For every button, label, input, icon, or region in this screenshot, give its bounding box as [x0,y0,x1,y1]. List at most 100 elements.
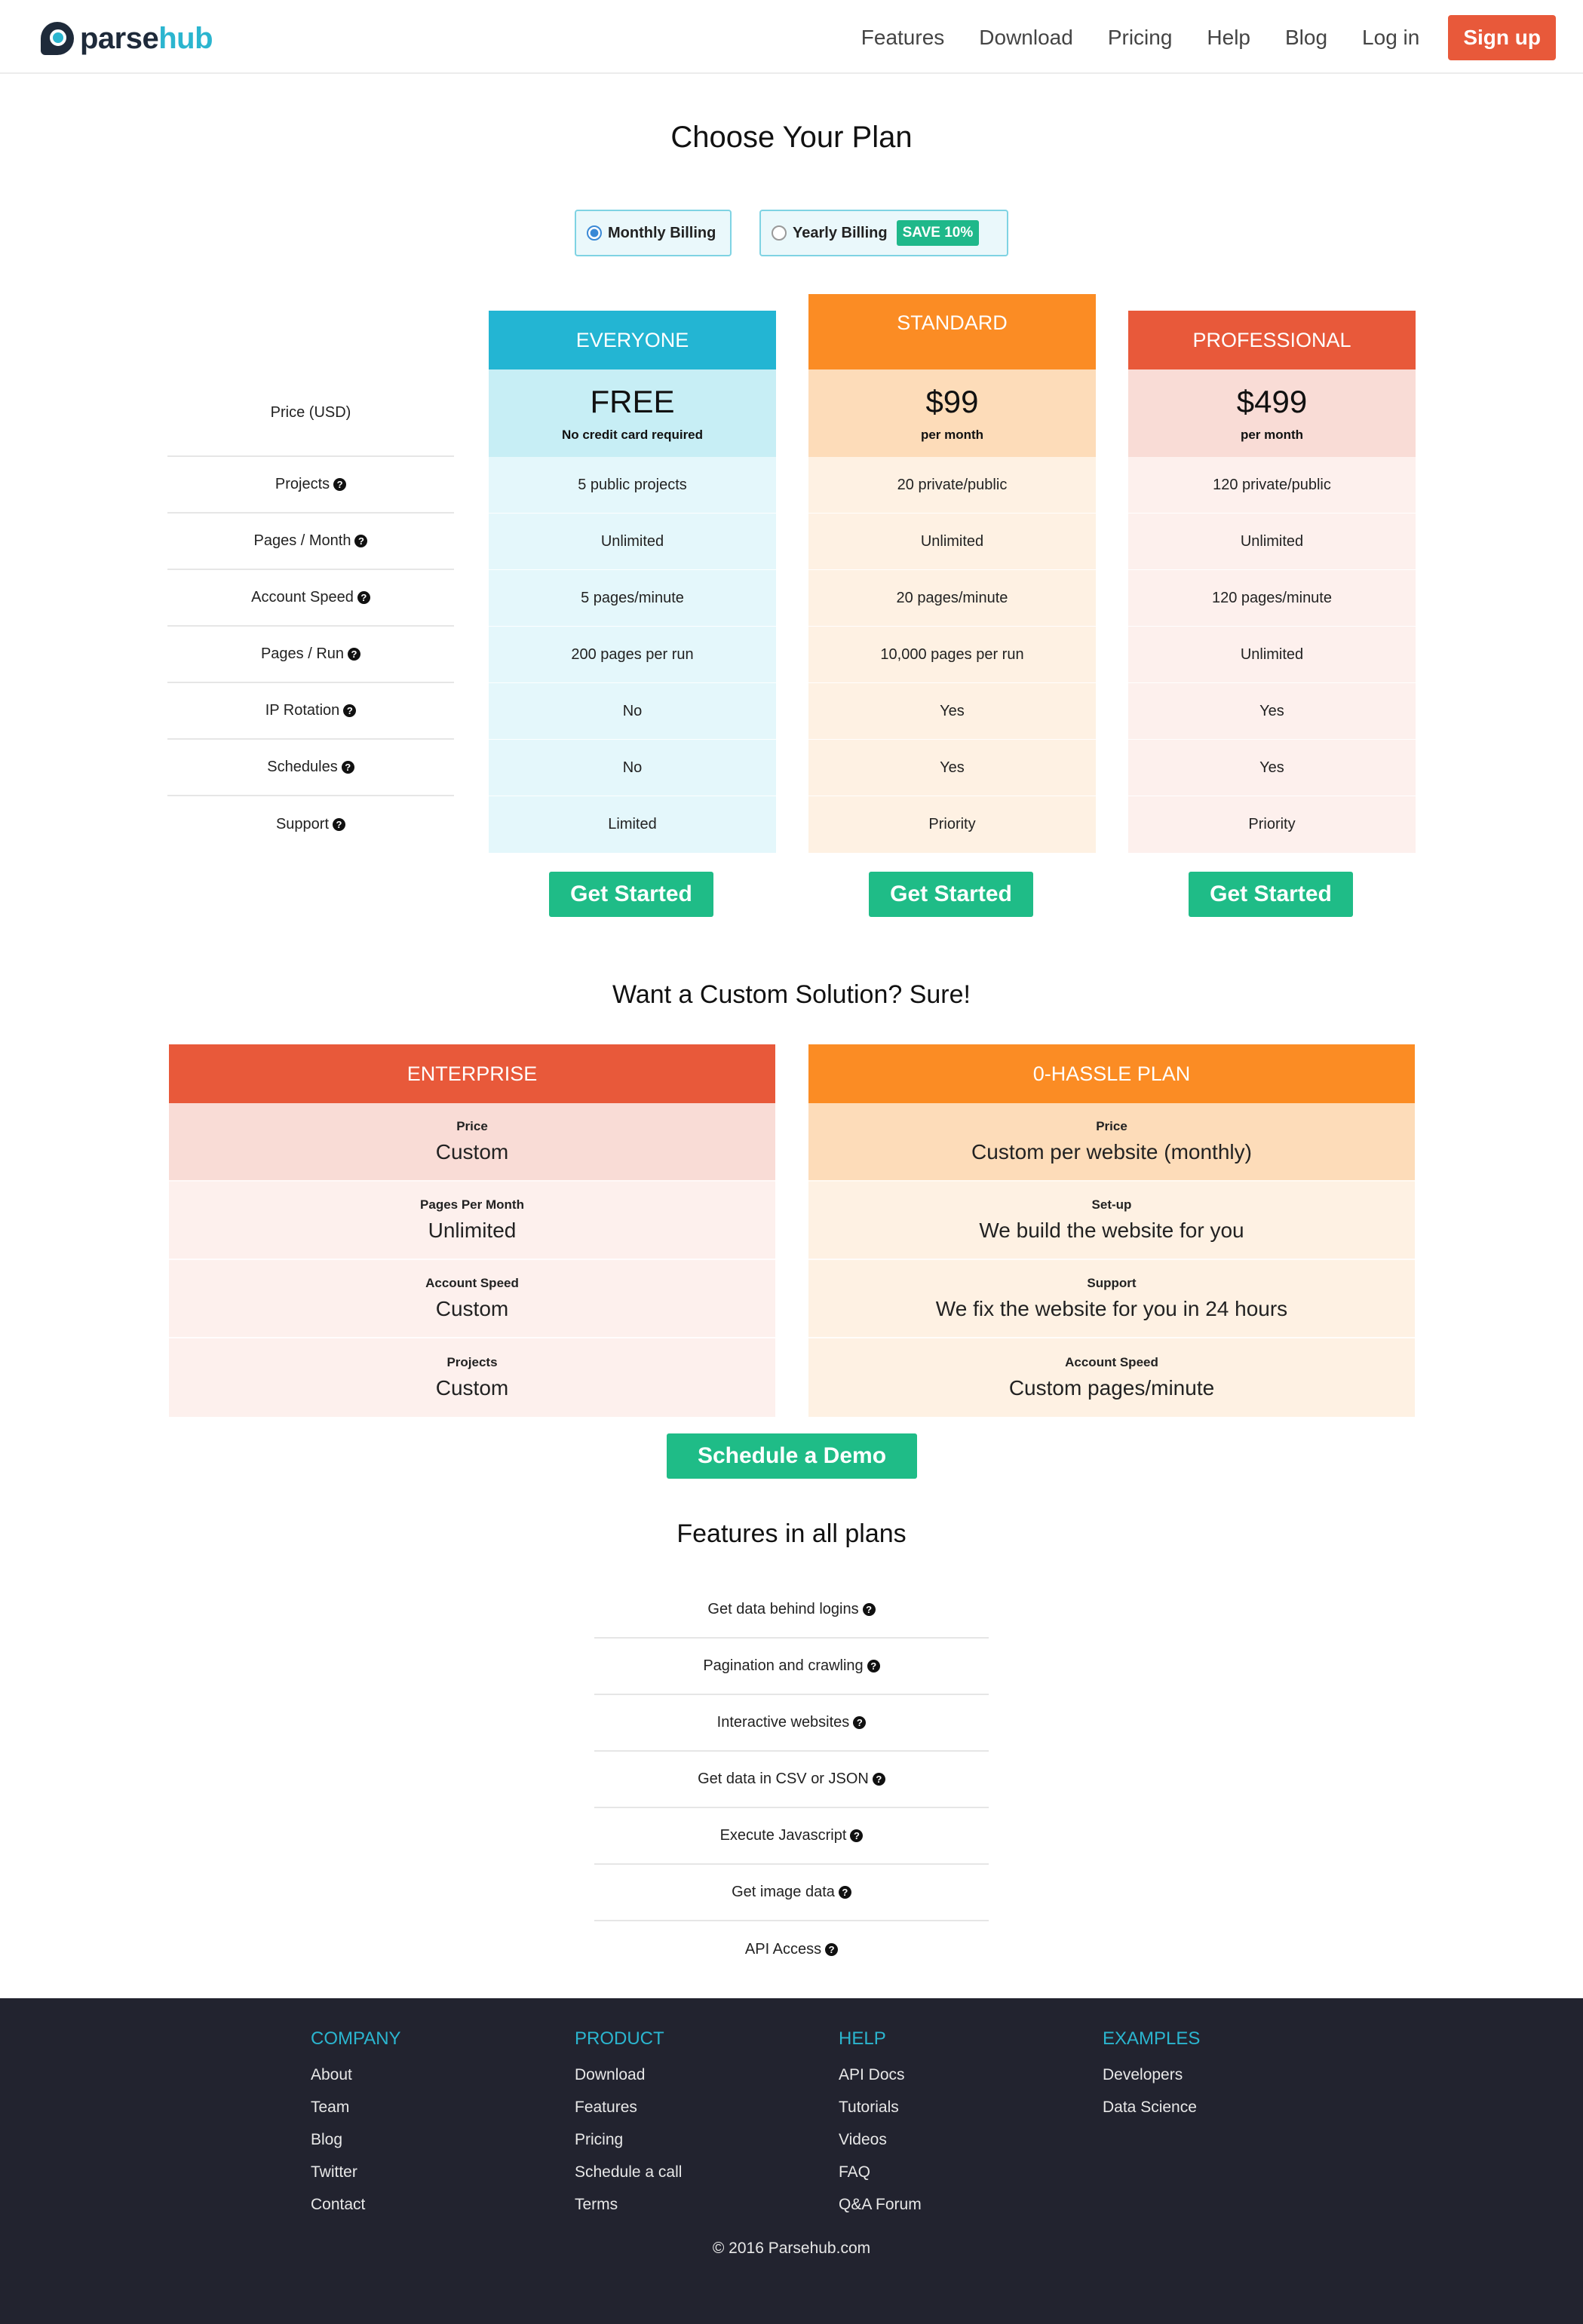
plan-price-sub: per month [1240,428,1304,442]
feature-item: Pagination and crawling? [594,1639,989,1695]
nav-blog-link[interactable]: Blog [1285,26,1328,49]
custom-solution-title: Want a Custom Solution? Sure! [612,980,971,1009]
plan-cell: Yes [808,740,1096,796]
plan-cell: No [489,683,776,740]
zero-hassle-row: Set-up We build the website for you [808,1182,1415,1260]
plan-name: PROFESSIONAL [1128,311,1416,369]
plan-cell: 120 private/public [1128,457,1416,514]
feature-item: Get data in CSV or JSON? [594,1752,989,1808]
help-icon[interactable]: ? [872,1773,885,1786]
plan-card-everyone: EVERYONE FREE No credit card required 5 … [489,311,776,853]
help-icon[interactable]: ? [862,1603,876,1616]
enterprise-row: Price Custom [169,1103,775,1182]
save-badge: SAVE 10% [896,220,980,246]
footer-link[interactable]: Features [575,2099,637,2116]
help-icon[interactable]: ? [853,1716,867,1729]
row-label-price: Price (USD) [167,369,454,457]
help-icon[interactable]: ? [348,648,361,661]
nav-help-link[interactable]: Help [1207,26,1250,49]
plan-cell: 20 pages/minute [808,570,1096,627]
help-icon[interactable]: ? [850,1829,864,1842]
plan-cell: 10,000 pages per run [808,627,1096,683]
plan-price: FREE No credit card required [489,369,776,457]
footer-link[interactable]: Videos [839,2131,887,2148]
feature-item: Interactive websites? [594,1695,989,1752]
row-label-support: Support? [167,796,454,853]
choose-plan-title: Choose Your Plan [670,121,913,154]
plan-price-value: $499 [1236,384,1308,419]
feature-item: Get data behind logins? [594,1582,989,1639]
footer-column-help: HELP API Docs Tutorials Videos FAQ Q&A F… [839,2028,922,2221]
plan-price: $99 per month [808,369,1096,457]
nav-download-link[interactable]: Download [979,26,1073,49]
plan-cell: No [489,740,776,796]
enterprise-row: Account Speed Custom [169,1260,775,1338]
plan-price: $499 per month [1128,369,1416,457]
signup-button[interactable]: Sign up [1448,15,1556,60]
footer-link[interactable]: Terms [575,2196,618,2213]
logo-text-hub: hub [158,21,213,55]
plan-cell: Unlimited [1128,627,1416,683]
plan-cell: Priority [928,816,976,832]
plan-price-value: $99 [925,384,979,419]
schedule-demo-button[interactable]: Schedule a Demo [667,1433,917,1479]
footer-link[interactable]: Pricing [575,2131,624,2148]
footer-link[interactable]: Data Science [1103,2099,1197,2116]
footer-heading: PRODUCT [575,2028,664,2049]
plan-cell: Yes [808,683,1096,740]
footer-link[interactable]: Q&A Forum [839,2196,922,2213]
yearly-radio[interactable] [772,225,787,241]
row-label-schedules: Schedules? [167,740,454,796]
help-icon[interactable]: ? [341,761,354,774]
monthly-radio[interactable] [587,225,602,241]
help-icon[interactable]: ? [867,1660,880,1672]
enterprise-row: Pages Per Month Unlimited [169,1182,775,1260]
footer-heading: EXAMPLES [1103,2028,1201,2049]
enterprise-heading: ENTERPRISE [169,1044,775,1103]
nav-login-link[interactable]: Log in [1362,26,1420,49]
parsehub-logo[interactable]: parsehub [41,21,213,56]
help-icon[interactable]: ? [343,704,357,717]
get-started-professional-button[interactable]: Get Started [1189,872,1353,917]
footer-link[interactable]: About [311,2066,352,2083]
plan-name: STANDARD [808,294,1096,369]
zero-hassle-heading: 0-HASSLE PLAN [808,1044,1415,1103]
feature-item: Get image data? [594,1865,989,1921]
yearly-billing-label: Yearly Billing [793,224,888,241]
footer-link[interactable]: Tutorials [839,2099,899,2116]
plan-cell: Yes [1128,683,1416,740]
help-icon[interactable]: ? [333,478,347,491]
logo-text-parse: parse [80,21,159,55]
row-label-ip-rotation: IP Rotation? [167,683,454,740]
footer-link[interactable]: Blog [311,2131,343,2148]
row-label-pages-run: Pages / Run? [167,627,454,683]
monthly-billing-option[interactable]: Monthly Billing [575,210,732,256]
nav-pricing-link[interactable]: Pricing [1107,26,1173,49]
footer-link[interactable]: Schedule a call [575,2163,683,2181]
help-icon[interactable]: ? [838,1886,851,1899]
plan-price-sub: per month [920,428,984,442]
footer-link[interactable]: Download [575,2066,646,2083]
get-started-standard-button[interactable]: Get Started [869,872,1033,917]
feature-item: API Access? [594,1921,989,1978]
footer-link[interactable]: API Docs [839,2066,905,2083]
get-started-everyone-button[interactable]: Get Started [549,872,713,917]
footer-link[interactable]: Twitter [311,2163,357,2181]
monthly-billing-label: Monthly Billing [608,224,716,241]
plan-cell: 200 pages per run [489,627,776,683]
nav-features-link[interactable]: Features [861,26,945,49]
footer-link[interactable]: FAQ [839,2163,871,2181]
row-label-pages-month: Pages / Month? [167,514,454,570]
plan-name: EVERYONE [489,311,776,369]
plan-price-sub: No credit card required [561,428,704,442]
help-icon[interactable]: ? [357,591,370,604]
help-icon[interactable]: ? [333,818,346,831]
footer-link[interactable]: Developers [1103,2066,1183,2083]
plan-card-standard: STANDARD $99 per month 20 private/public… [808,294,1096,853]
yearly-billing-option[interactable]: Yearly Billing SAVE 10% [759,210,1008,256]
help-icon[interactable]: ? [825,1943,839,1956]
help-icon[interactable]: ? [354,535,368,547]
footer-link[interactable]: Team [311,2099,350,2116]
footer-link[interactable]: Contact [311,2196,366,2213]
nav-links: Features Download Pricing Help Blog Log … [827,15,1556,60]
